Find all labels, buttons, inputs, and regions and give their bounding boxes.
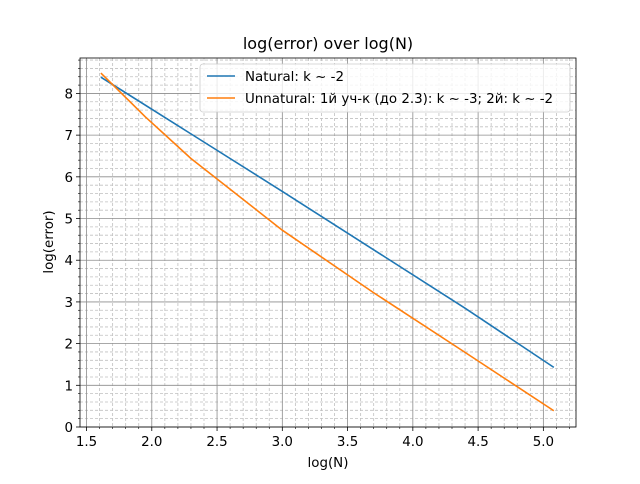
y-tick-label: 8: [64, 87, 73, 102]
series-line-1: [100, 72, 555, 412]
plot-area-background: [80, 58, 576, 427]
series-layer: [100, 72, 555, 412]
y-axis: 0 1 2 3 4 5 6 7 8: [64, 59, 80, 436]
x-axis-label: log(N): [308, 456, 349, 471]
x-axis: 1.5 2.0 2.5 3.0 3.5 4.0 4.5 5.0: [76, 427, 570, 450]
x-tick-label: 4.5: [467, 435, 488, 450]
y-tick-label: 2: [64, 338, 73, 353]
legend-frame: [199, 63, 571, 113]
y-tick-label: 3: [64, 296, 73, 311]
plot-frame: [79, 57, 577, 428]
x-tick-label: 4.0: [402, 435, 423, 450]
x-tick-label: 2.5: [206, 435, 227, 450]
y-axis-label: log(error): [42, 210, 57, 273]
x-tick-label: 3.0: [272, 435, 293, 450]
legend-entry-1: Unnatural: 1й уч-к (до 2.3): k ~ -3; 2й:…: [245, 92, 553, 107]
y-tick-label: 1: [64, 379, 73, 394]
x-tick-label: 3.5: [337, 435, 358, 450]
y-tick-label: 0: [64, 421, 73, 436]
x-tick-label: 1.5: [76, 435, 97, 450]
legend-entry-0: Natural: k ~ -2: [245, 70, 344, 85]
x-tick-label: 5.0: [533, 435, 554, 450]
y-tick-label: 6: [64, 171, 73, 186]
minor-grid: [80, 58, 576, 427]
series-line-0: [100, 76, 555, 369]
legend: Natural: k ~ -2 Unnatural: 1й уч-к (до 2.…: [199, 63, 571, 113]
y-tick-label: 5: [64, 213, 73, 228]
y-tick-label: 4: [64, 254, 73, 269]
x-tick-label: 2.0: [141, 435, 162, 450]
chart-title: log(error) over log(N): [243, 34, 413, 53]
y-tick-label: 7: [64, 129, 73, 144]
